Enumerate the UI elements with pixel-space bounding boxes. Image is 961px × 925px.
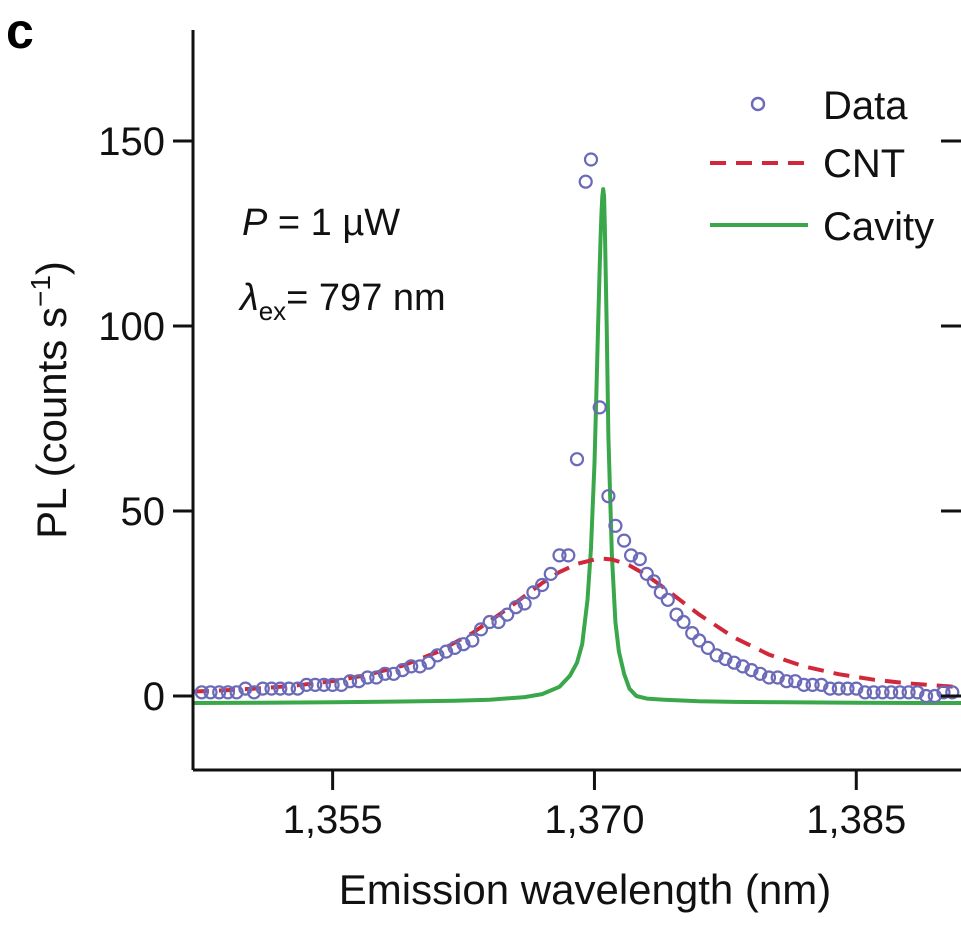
lambda-symbol: λ bbox=[238, 277, 259, 319]
lambda-subscript: ex bbox=[259, 296, 286, 326]
data-point bbox=[655, 586, 667, 598]
legend-data-label: Data bbox=[823, 84, 908, 128]
x-axis-title: Emission wavelength (nm) bbox=[339, 866, 832, 913]
power-value: = 1 µW bbox=[267, 202, 400, 244]
data-point bbox=[580, 176, 592, 188]
data-point bbox=[562, 549, 574, 561]
x-tick-label: 1,370 bbox=[544, 798, 644, 842]
data-point bbox=[571, 453, 583, 465]
data-point bbox=[641, 568, 653, 580]
cavity-fit-line bbox=[193, 189, 961, 703]
x-tick-label: 1,385 bbox=[806, 798, 906, 842]
power-symbol: P bbox=[242, 202, 268, 244]
data-point bbox=[686, 627, 698, 639]
y-tick-label: 150 bbox=[98, 120, 165, 164]
y-axis-title: PL (counts s−1) bbox=[25, 261, 75, 539]
y-tick-label: 0 bbox=[143, 675, 165, 719]
power-annotation: P = 1 µW bbox=[242, 202, 400, 244]
data-point bbox=[662, 594, 674, 606]
chart-legend: Data CNT Cavity bbox=[710, 84, 934, 249]
y-axis-title-main: PL (counts s bbox=[28, 307, 75, 539]
y-tick-label: 100 bbox=[98, 305, 165, 349]
chart-curves bbox=[193, 189, 961, 703]
panel-label: c bbox=[6, 3, 34, 59]
y-tick-label: 50 bbox=[121, 490, 166, 534]
y-axis-title-sup: −1 bbox=[25, 275, 56, 307]
lambda-annotation: λex= 797 nm bbox=[238, 277, 446, 326]
y-axis-title-close: ) bbox=[28, 261, 75, 275]
cnt-fit-line bbox=[193, 559, 961, 692]
data-point bbox=[678, 616, 690, 628]
data-point bbox=[585, 154, 597, 166]
lambda-value: = 797 nm bbox=[286, 277, 446, 319]
data-point bbox=[618, 535, 630, 547]
data-point bbox=[671, 609, 683, 621]
legend-data-marker bbox=[752, 98, 764, 110]
x-tick-label: 1,355 bbox=[283, 798, 383, 842]
legend-cnt-label: CNT bbox=[823, 142, 905, 186]
legend-cavity-label: Cavity bbox=[823, 205, 934, 249]
